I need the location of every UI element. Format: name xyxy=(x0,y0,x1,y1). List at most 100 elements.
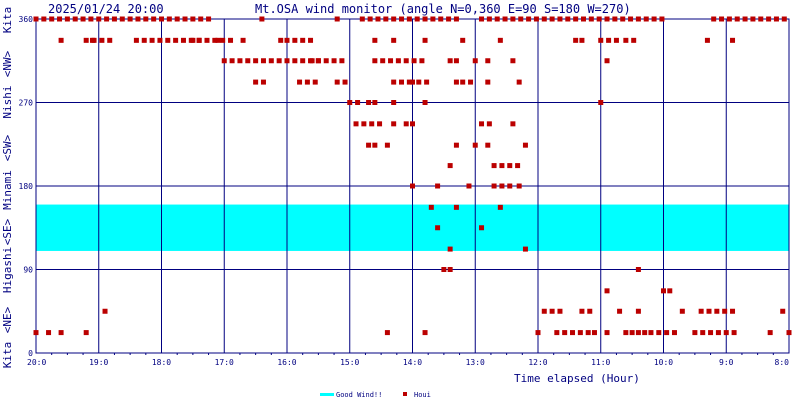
wind-direction-point xyxy=(151,16,157,22)
wind-direction-point xyxy=(165,37,171,43)
wind-direction-point xyxy=(212,37,218,43)
wind-direction-point xyxy=(403,58,409,64)
wind-direction-point xyxy=(435,183,441,189)
wind-direction-point xyxy=(549,16,555,22)
wind-direction-point xyxy=(642,330,648,336)
y-tick-label: 270 xyxy=(19,99,34,108)
wind-direction-point xyxy=(781,16,787,22)
wind-direction-point xyxy=(704,37,710,43)
wind-direction-point xyxy=(334,79,340,85)
wind-direction-point xyxy=(585,330,591,336)
wind-direction-point xyxy=(253,58,259,64)
wind-direction-point xyxy=(447,163,453,169)
wind-direction-point xyxy=(46,330,52,336)
wind-direction-point xyxy=(366,142,372,148)
x-tick-label: 18:0 xyxy=(152,358,171,367)
wind-direction-point xyxy=(422,330,428,336)
wind-direction-point xyxy=(541,308,547,314)
wind-direction-point xyxy=(96,16,102,22)
wind-direction-point xyxy=(786,330,792,336)
wind-direction-point xyxy=(416,79,422,85)
wind-direction-point xyxy=(635,267,641,272)
wind-direction-point xyxy=(499,183,505,189)
wind-direction-point xyxy=(375,16,381,22)
x-tick-label: 14:0 xyxy=(403,358,422,367)
wind-direction-point xyxy=(731,330,737,336)
wind-direction-point xyxy=(367,16,373,22)
wind-direction-point xyxy=(221,58,227,64)
wind-direction-point xyxy=(623,330,629,336)
legend-swatch-good-wind xyxy=(320,393,334,396)
wind-direction-point xyxy=(535,330,541,336)
y-tick-label: 0 xyxy=(28,349,33,358)
wind-direction-point xyxy=(515,163,521,169)
wind-direction-point xyxy=(141,37,147,43)
wind-direction-point xyxy=(391,37,397,43)
wind-direction-point xyxy=(766,16,772,22)
wind-direction-point xyxy=(391,121,397,127)
plot-frame xyxy=(35,18,790,354)
direction-label: Kita xyxy=(1,7,14,34)
wind-direction-point xyxy=(714,308,720,314)
wind-direction-point xyxy=(204,37,210,43)
wind-direction-point xyxy=(767,330,773,336)
wind-direction-point xyxy=(453,142,459,148)
wind-direction-point xyxy=(111,16,117,22)
wind-direction-point xyxy=(240,37,246,43)
wind-direction-point xyxy=(468,79,474,85)
wind-direction-point xyxy=(628,16,634,22)
direction-label: Minami xyxy=(1,170,14,210)
wind-direction-point xyxy=(587,308,593,314)
x-tick-label: 11:0 xyxy=(591,358,610,367)
wind-direction-point xyxy=(507,163,513,169)
wind-direction-point xyxy=(472,58,478,64)
wind-direction-point xyxy=(565,16,571,22)
x-axis-label: Time elapsed (Hour) xyxy=(514,372,640,385)
wind-direction-point xyxy=(149,37,155,43)
wind-direction-point xyxy=(361,121,367,127)
wind-direction-point xyxy=(497,204,503,210)
wind-direction-point xyxy=(143,16,149,22)
wind-direction-point xyxy=(372,100,378,105)
wind-direction-point xyxy=(309,58,315,64)
wind-direction-point xyxy=(510,121,516,127)
wind-direction-point xyxy=(312,79,318,85)
direction-label: <SW> xyxy=(1,134,14,161)
wind-direction-point xyxy=(485,142,491,148)
wind-direction-point xyxy=(410,121,415,127)
wind-direction-point xyxy=(331,58,337,64)
wind-direction-point xyxy=(107,37,113,43)
wind-direction-point xyxy=(446,16,452,22)
wind-direction-point xyxy=(384,142,390,148)
wind-direction-point xyxy=(422,16,428,22)
legend-label-good-wind: Good Wind!! xyxy=(336,391,382,399)
wind-direction-point xyxy=(406,79,412,85)
wind-direction-point xyxy=(591,330,597,336)
wind-direction-point xyxy=(383,16,389,22)
direction-label: Kita xyxy=(1,342,14,369)
wind-direction-point xyxy=(435,225,441,231)
wind-direction-point xyxy=(315,58,321,64)
wind-direction-point xyxy=(253,79,259,85)
wind-direction-point xyxy=(300,58,306,64)
wind-direction-point xyxy=(339,58,345,64)
wind-direction-point xyxy=(472,142,478,148)
wind-direction-point xyxy=(466,183,472,189)
wind-direction-point xyxy=(460,79,466,85)
x-tick-label: 9:0 xyxy=(719,358,734,367)
wind-direction-point xyxy=(494,16,500,22)
wind-direction-point xyxy=(399,79,405,85)
wind-direction-point xyxy=(259,16,265,22)
wind-direction-point xyxy=(403,121,409,127)
wind-direction-point xyxy=(499,163,505,169)
wind-direction-point xyxy=(159,16,164,22)
wind-direction-point xyxy=(447,246,453,252)
wind-direction-point xyxy=(57,16,63,22)
wind-direction-point xyxy=(260,79,266,85)
x-tick-label: 16:0 xyxy=(277,358,296,367)
wind-direction-point xyxy=(719,16,725,22)
data-points-layer xyxy=(33,16,792,336)
wind-direction-point xyxy=(372,142,378,148)
wind-direction-point xyxy=(102,308,108,314)
wind-direction-point xyxy=(617,308,623,314)
